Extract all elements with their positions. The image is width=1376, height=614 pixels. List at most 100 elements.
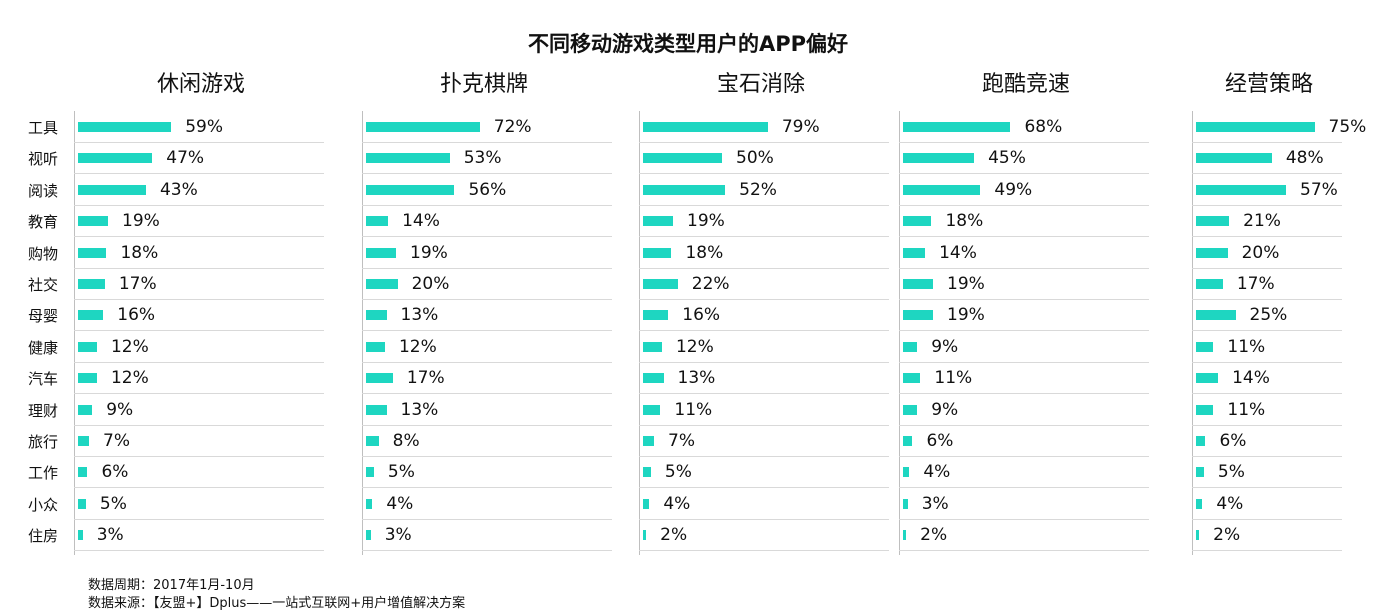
category-label: 教育 bbox=[28, 213, 59, 232]
bar bbox=[78, 530, 83, 541]
bar bbox=[1196, 153, 1272, 164]
row-gridline bbox=[1192, 142, 1342, 143]
axis-line bbox=[74, 111, 75, 555]
bar bbox=[903, 373, 921, 384]
bar bbox=[78, 279, 105, 289]
bar bbox=[366, 216, 389, 227]
bar bbox=[1196, 404, 1214, 415]
row-gridline bbox=[74, 487, 324, 489]
chart-title: 不同移动游戏类型用户的APP偏好 bbox=[527, 32, 849, 56]
bar bbox=[643, 373, 664, 384]
bar bbox=[366, 310, 387, 321]
bar bbox=[1196, 436, 1206, 446]
series-panel: 扑克棋牌 bbox=[364, 60, 604, 560]
data-label: 47% bbox=[166, 148, 205, 169]
row-gridline bbox=[74, 518, 324, 520]
bar bbox=[903, 404, 918, 415]
bar bbox=[643, 404, 661, 415]
bar bbox=[366, 184, 455, 195]
row-gridline bbox=[639, 299, 889, 300]
data-label: 19% bbox=[687, 211, 725, 232]
data-label: 19% bbox=[122, 211, 160, 232]
bar bbox=[643, 436, 655, 446]
bar bbox=[903, 341, 918, 352]
row-gridline bbox=[1192, 393, 1342, 395]
data-label: 12% bbox=[110, 368, 149, 389]
bar bbox=[903, 436, 913, 446]
row-gridline bbox=[1192, 236, 1342, 238]
bar bbox=[1196, 184, 1287, 195]
row-gridline bbox=[1192, 518, 1342, 520]
row-gridline bbox=[74, 204, 324, 206]
data-label: 19% bbox=[947, 274, 985, 294]
row-gridline bbox=[639, 267, 889, 269]
series-panel: 跑酷竞速 bbox=[901, 60, 1151, 560]
row-gridline bbox=[899, 204, 1149, 206]
bar bbox=[643, 216, 674, 227]
row-gridline bbox=[639, 393, 889, 395]
row-gridline bbox=[899, 550, 1149, 552]
row-gridline bbox=[362, 142, 612, 143]
row-gridline bbox=[1192, 550, 1342, 552]
row-gridline bbox=[1192, 299, 1342, 300]
bar bbox=[1196, 373, 1219, 384]
bar bbox=[366, 153, 450, 164]
data-label: 5% bbox=[99, 493, 127, 514]
bar bbox=[903, 498, 908, 509]
data-label: 3% bbox=[921, 493, 949, 514]
data-label: 18% bbox=[945, 211, 984, 232]
row-gridline bbox=[639, 518, 889, 520]
row-gridline bbox=[639, 142, 889, 143]
row-gridline bbox=[639, 424, 889, 426]
category-label: 理财 bbox=[28, 401, 59, 420]
bar bbox=[78, 467, 88, 478]
category-label: 汽车 bbox=[28, 370, 59, 389]
bar bbox=[903, 467, 910, 478]
category-label: 视听 bbox=[28, 150, 59, 169]
data-label: 17% bbox=[1236, 274, 1275, 294]
series-title: 跑酷竞速 bbox=[981, 72, 1070, 97]
data-source-note: 数据来源：【友盟+】Dplus——一站式互联网+用户增值解决方案 bbox=[88, 596, 466, 611]
data-label: 9% bbox=[931, 336, 959, 357]
data-label: 11% bbox=[1227, 336, 1266, 357]
data-label: 3% bbox=[384, 525, 412, 546]
bar bbox=[78, 122, 172, 132]
bar bbox=[366, 373, 393, 384]
bar bbox=[78, 436, 90, 446]
category-label: 母婴 bbox=[28, 307, 59, 326]
row-gridline bbox=[74, 173, 324, 175]
axis-line bbox=[1192, 111, 1193, 555]
bar bbox=[1196, 467, 1204, 478]
row-gridline bbox=[1192, 330, 1342, 332]
row-gridline bbox=[362, 204, 612, 206]
data-label: 4% bbox=[923, 462, 951, 483]
data-label: 5% bbox=[664, 462, 692, 483]
bar bbox=[366, 341, 385, 352]
row-gridline bbox=[639, 204, 889, 206]
bar bbox=[366, 498, 373, 509]
row-gridline bbox=[899, 487, 1149, 489]
data-label: 18% bbox=[120, 242, 159, 263]
bar bbox=[78, 184, 146, 195]
row-gridline bbox=[362, 518, 612, 520]
data-label: 14% bbox=[939, 242, 977, 263]
row-gridline bbox=[899, 518, 1149, 520]
row-gridline bbox=[74, 142, 324, 143]
category-label: 旅行 bbox=[28, 433, 59, 451]
bar bbox=[643, 467, 651, 478]
row-gridline bbox=[899, 299, 1149, 300]
data-label: 5% bbox=[1217, 462, 1245, 483]
row-gridline bbox=[899, 424, 1149, 426]
bar bbox=[366, 436, 379, 446]
series-title: 经营策略 bbox=[1224, 72, 1313, 97]
row-gridline bbox=[362, 550, 612, 552]
data-label: 13% bbox=[400, 305, 439, 326]
data-period-note: 数据周期：2017年1月-10月 bbox=[88, 578, 255, 593]
row-gridline bbox=[362, 267, 612, 269]
bar bbox=[903, 247, 926, 258]
row-gridline bbox=[74, 299, 324, 300]
row-gridline bbox=[74, 550, 324, 552]
category-label: 工作 bbox=[28, 464, 59, 483]
series-title: 扑克棋牌 bbox=[439, 72, 528, 97]
category-label: 购物 bbox=[28, 244, 59, 263]
